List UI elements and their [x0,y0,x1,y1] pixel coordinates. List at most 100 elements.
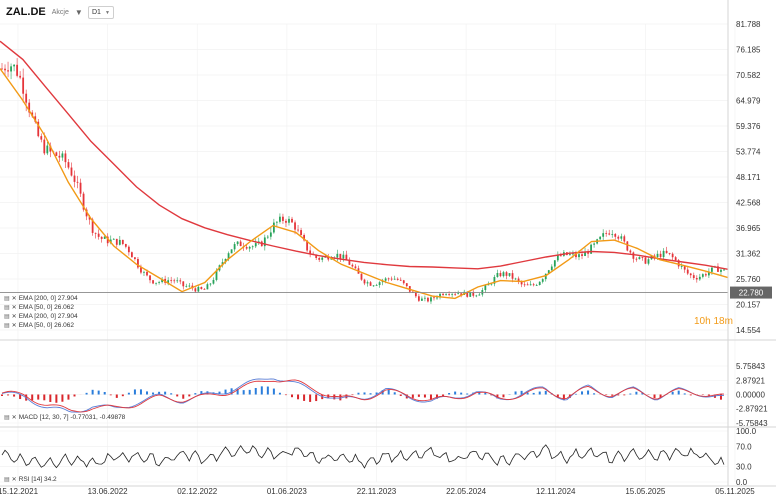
candle-body [550,266,553,271]
candle-body [375,284,378,286]
candle-body [723,269,725,271]
candle-body [517,278,520,282]
candle-body [46,145,49,154]
legend-ema-200-b[interactable]: ▤ ✕ EMA [200, 0] 27.904 [4,313,78,320]
candle-body [581,254,583,257]
candle-body [127,246,130,253]
close-icon[interactable]: ✕ [11,296,17,302]
x-tick-label: 13.06.2022 [88,487,129,496]
chart-settings-icon[interactable]: ▤ [4,477,10,483]
ema-lines [0,40,729,300]
candle-body [300,230,302,236]
candle-body [294,222,296,230]
candle-body [224,258,227,263]
macd-histogram-bar [49,394,52,402]
timeframe-selector[interactable]: D1 ▼ [88,6,114,19]
macd-histogram-bar [556,394,559,397]
candle-body [82,193,85,210]
candle-body [315,254,318,258]
close-icon[interactable]: ✕ [11,305,17,311]
close-icon[interactable]: ✕ [11,415,17,421]
macd-histogram-bar [236,388,239,395]
y-tick-label: 70.582 [736,71,761,80]
candle-body [4,68,6,71]
candle-body [686,269,689,274]
y-tick-label: 81.788 [736,20,761,29]
close-icon[interactable]: ✕ [11,477,17,483]
candle-body [91,219,94,233]
candle-body [572,253,574,255]
chart-settings-icon[interactable]: ▤ [4,415,10,421]
legend-ema-50-a[interactable]: ▤ ✕ EMA [50, 0] 26.062 [4,304,74,311]
candle-body [55,152,58,156]
macd-histogram-bar [490,394,493,396]
candle-body [130,252,133,258]
candle-body [25,93,28,103]
legend-macd[interactable]: ▤ ✕ MACD [12, 30, 7] -0.77031, -0.49878 [4,414,125,421]
ema-200-line [0,40,729,270]
candle-body [282,216,284,221]
candle-body [188,285,191,287]
candle-body [254,243,257,247]
candle-body [656,253,659,258]
chevron-down-icon[interactable]: ▼ [74,7,83,17]
chart-settings-icon[interactable]: ▤ [4,296,10,302]
candle-body [366,282,369,284]
candle-body [321,257,324,260]
candle-body [647,259,650,264]
candle-body [13,64,15,67]
candle-body [64,153,67,163]
macd-histogram-bar [617,394,620,396]
close-icon[interactable]: ✕ [11,314,17,320]
candle-body [635,258,638,260]
candle-body [499,272,502,277]
y-tick-label: 48.171 [736,173,761,182]
candle-body [472,291,475,296]
candle-body [559,255,562,257]
chart-header: ZAL.DE Akcje ▼ [6,4,83,20]
macd-histogram-bar [13,394,16,397]
candle-body [695,278,698,280]
legend-text: RSI [14] 34.2 [18,476,57,483]
candle-body [40,136,43,140]
candle-body [230,249,233,254]
candle-body [707,271,710,276]
candle-body [424,297,426,299]
macd-histogram-bar [538,391,541,395]
candle-body [279,216,281,222]
close-icon[interactable]: ✕ [11,323,17,329]
macd-tick-label: -2.87921 [736,405,768,414]
candle-body [239,241,242,247]
macd-histogram-bar [43,394,46,401]
macd-histogram-bar [429,394,432,400]
chart-settings-icon[interactable]: ▤ [4,323,10,329]
macd-histogram-bar [442,394,445,397]
macd-histogram-bar [393,392,396,395]
candle-body [266,236,269,238]
legend-ema-200-a[interactable]: ▤ ✕ EMA [200, 0] 27.904 [4,295,78,302]
chart-settings-icon[interactable]: ▤ [4,305,10,311]
x-tick-label: 02.12.2022 [177,487,218,496]
candle-body [457,293,460,295]
candle-body [505,272,508,276]
legend-rsi[interactable]: ▤ ✕ RSI [14] 34.2 [4,476,57,483]
candle-body [433,297,435,299]
macd-histogram-bar [309,394,312,402]
macd-histogram-bar [581,391,584,395]
macd-tick-label: 5.75843 [736,362,765,371]
macd-histogram-bar [121,394,124,397]
candle-body [134,257,136,260]
symbol-name[interactable]: ZAL.DE [6,6,46,18]
legend-ema-50-b[interactable]: ▤ ✕ EMA [50, 0] 26.062 [4,322,74,329]
candle-body [173,280,176,282]
chart-settings-icon[interactable]: ▤ [4,314,10,320]
candle-body [67,162,70,168]
candle-body [291,218,293,223]
candle-body [605,233,608,234]
macd-histogram-bar [272,388,275,395]
macd-histogram-bar [182,394,185,399]
candle-body [354,266,357,269]
macd-histogram-bar [176,394,179,397]
